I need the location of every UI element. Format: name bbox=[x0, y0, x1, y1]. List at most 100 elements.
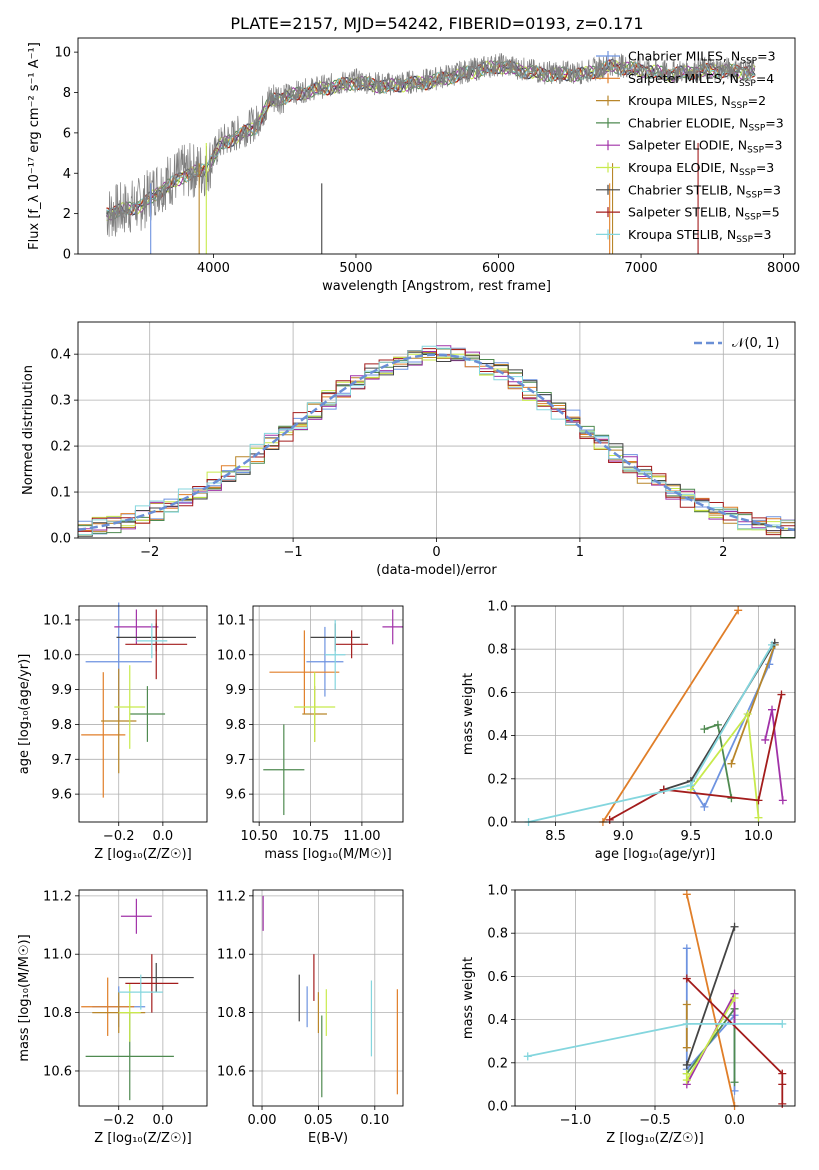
y-tick-label-4: 8 bbox=[63, 86, 71, 101]
y-tick-label-2: 9.8 bbox=[51, 718, 72, 733]
x-tick-label-3: 1 bbox=[576, 545, 584, 560]
axes-frame bbox=[77, 321, 796, 539]
y-tick-label-3: 6 bbox=[63, 126, 71, 141]
legend-label-2: Kroupa MILES, NSSP=2 bbox=[628, 93, 766, 111]
axes-frame bbox=[252, 889, 404, 1107]
y-axis-label: mass weight bbox=[461, 957, 476, 1039]
weight-marker-5-1 bbox=[682, 1076, 691, 1085]
y-tick-label-1: 0.1 bbox=[50, 486, 71, 501]
x-tick-label-2: 11.00 bbox=[343, 829, 380, 844]
y-tick-label-3: 0.6 bbox=[487, 970, 508, 985]
y-tick-label-3: 9.9 bbox=[225, 683, 246, 698]
weight-marker-7-2 bbox=[778, 1080, 787, 1089]
x-tick-label-1: 10.75 bbox=[292, 829, 329, 844]
weight-line-8 bbox=[528, 644, 773, 823]
weight-line-1 bbox=[602, 609, 739, 823]
axes-frame bbox=[514, 605, 796, 823]
weight-marker-6-1 bbox=[730, 922, 739, 931]
weight-line-5 bbox=[685, 997, 736, 1084]
legend-label-7: Salpeter STELIB, NSSP=5 bbox=[628, 205, 780, 223]
weight-marker-8-1 bbox=[682, 1019, 691, 1028]
y-tick-label-1: 9.7 bbox=[51, 753, 72, 768]
y-tick-label-0: 0 bbox=[63, 248, 71, 263]
weight-marker-7-2 bbox=[754, 796, 763, 805]
weight-marker-7-3 bbox=[778, 1099, 787, 1108]
weight-line-6 bbox=[663, 642, 776, 791]
weight-marker-1-0 bbox=[682, 890, 691, 899]
panel-age-vs-mass: 10.50 10.75 11.00 9.6 9.7 9.8 9.9 10.0 10.1 mass … bbox=[217, 605, 404, 862]
weight-marker-7-0 bbox=[682, 974, 691, 983]
y-tick-label-4: 10.0 bbox=[43, 648, 72, 663]
weight-marker-5-2 bbox=[754, 813, 763, 822]
x-tick-label-2: 6000 bbox=[482, 261, 515, 276]
x-axis-label: Z [log₁₀(Z/Z☉)] bbox=[94, 847, 191, 862]
weight-marker-8-1 bbox=[686, 781, 695, 790]
axes-frame bbox=[252, 605, 404, 823]
y-tick-label-0: 9.6 bbox=[51, 788, 72, 803]
weight-line-6 bbox=[685, 926, 736, 1066]
y-tick-label-2: 11.0 bbox=[43, 948, 72, 963]
weight-marker-7-3 bbox=[777, 690, 786, 699]
x-tick-label-1: 5000 bbox=[339, 261, 372, 276]
legend-label-6: Chabrier STELIB, NSSP=3 bbox=[628, 182, 781, 200]
panel-mass-vs-Z: −0.2 0.0 10.6 10.8 11.0 11.2 Z [log₁₀(Z/Z☉)] ma… bbox=[17, 889, 208, 1146]
x-tick-label-0: 8.5 bbox=[545, 829, 566, 844]
y-tick-label-3: 0.6 bbox=[487, 686, 508, 701]
weight-marker-3-2 bbox=[730, 1078, 739, 1087]
legend-label-5: Kroupa ELODIE, NSSP=3 bbox=[628, 160, 774, 178]
x-tick-label-1: 0.0 bbox=[153, 829, 174, 844]
weight-marker-8-2 bbox=[768, 640, 777, 649]
y-tick-label-1: 0.2 bbox=[487, 772, 508, 787]
x-axis-label: Z [log₁₀(Z/Z☉)] bbox=[94, 1131, 191, 1146]
x-tick-label-0: 10.50 bbox=[241, 829, 278, 844]
weight-marker-8-2 bbox=[778, 1019, 787, 1028]
x-tick-label-2: 0 bbox=[432, 545, 440, 560]
weight-line-2 bbox=[730, 644, 776, 765]
y-tick-label-2: 0.2 bbox=[50, 440, 71, 455]
x-tick-label-1: −0.5 bbox=[639, 1113, 671, 1128]
y-axis-label: age [log₁₀(age/yr)] bbox=[17, 654, 32, 775]
weight-marker-7-1 bbox=[778, 1069, 787, 1078]
x-tick-label-1: −1 bbox=[284, 545, 303, 560]
weight-marker-8-0 bbox=[523, 1052, 532, 1061]
axes-frame bbox=[77, 37, 796, 255]
axes-frame bbox=[514, 889, 796, 1107]
x-tick-label-0: 4000 bbox=[197, 261, 230, 276]
x-tick-label-0: −0.2 bbox=[103, 829, 135, 844]
y-tick-label-3: 0.3 bbox=[50, 394, 71, 409]
x-tick-label-1: 0.0 bbox=[153, 1113, 174, 1128]
x-tick-label-1: 0.05 bbox=[304, 1113, 333, 1128]
y-axis-label: mass [log₁₀(M/M☉)] bbox=[17, 934, 32, 1061]
panel-spectrum: 4000 5000 6000 7000 8000 0 2 4 6 8 10 wavelength [A… bbox=[27, 37, 800, 294]
y-tick-label-1: 9.7 bbox=[225, 753, 246, 768]
y-tick-label-0: 9.6 bbox=[225, 788, 246, 803]
x-tick-label-3: 7000 bbox=[625, 261, 658, 276]
x-axis-label: mass [log₁₀(M/M☉)] bbox=[264, 847, 391, 862]
y-tick-label-2: 0.4 bbox=[487, 729, 508, 744]
weight-marker-0-0 bbox=[682, 944, 691, 953]
panel-mass-weight-vs-age: 8.5 9.0 9.5 10.0 0.0 0.2 0.4 0.6 0.8 1.0 age [log₁… bbox=[461, 600, 796, 862]
hist-step-7 bbox=[78, 348, 795, 536]
legend-label-8: Kroupa STELIB, NSSP=3 bbox=[628, 227, 772, 245]
x-tick-label-2: 9.5 bbox=[681, 829, 702, 844]
weight-marker-4-1 bbox=[768, 705, 777, 714]
y-tick-label-0: 0.0 bbox=[487, 1100, 508, 1115]
y-tick-label-4: 10.0 bbox=[217, 648, 246, 663]
x-axis-label: wavelength [Angstrom, rest frame] bbox=[322, 279, 551, 294]
y-tick-label-5: 1.0 bbox=[487, 884, 508, 899]
weight-marker-7-0 bbox=[605, 815, 614, 824]
x-tick-label-0: −0.2 bbox=[103, 1113, 135, 1128]
normal-legend-label: 𝒩(0, 1) bbox=[732, 336, 779, 351]
y-tick-label-1: 10.8 bbox=[43, 1006, 72, 1021]
normal-curve bbox=[77, 353, 796, 532]
y-tick-label-2: 4 bbox=[63, 167, 71, 182]
x-tick-label-0: −2 bbox=[140, 545, 159, 560]
weight-marker-3-0 bbox=[700, 725, 709, 734]
legend-label-3: Chabrier ELODIE, NSSP=3 bbox=[628, 115, 784, 133]
x-axis-label: E(B-V) bbox=[308, 1131, 348, 1146]
x-tick-label-4: 8000 bbox=[767, 261, 800, 276]
x-tick-label-0: 0.00 bbox=[248, 1113, 277, 1128]
y-tick-label-5: 10.1 bbox=[217, 613, 246, 628]
y-tick-label-0: 10.6 bbox=[217, 1064, 246, 1079]
